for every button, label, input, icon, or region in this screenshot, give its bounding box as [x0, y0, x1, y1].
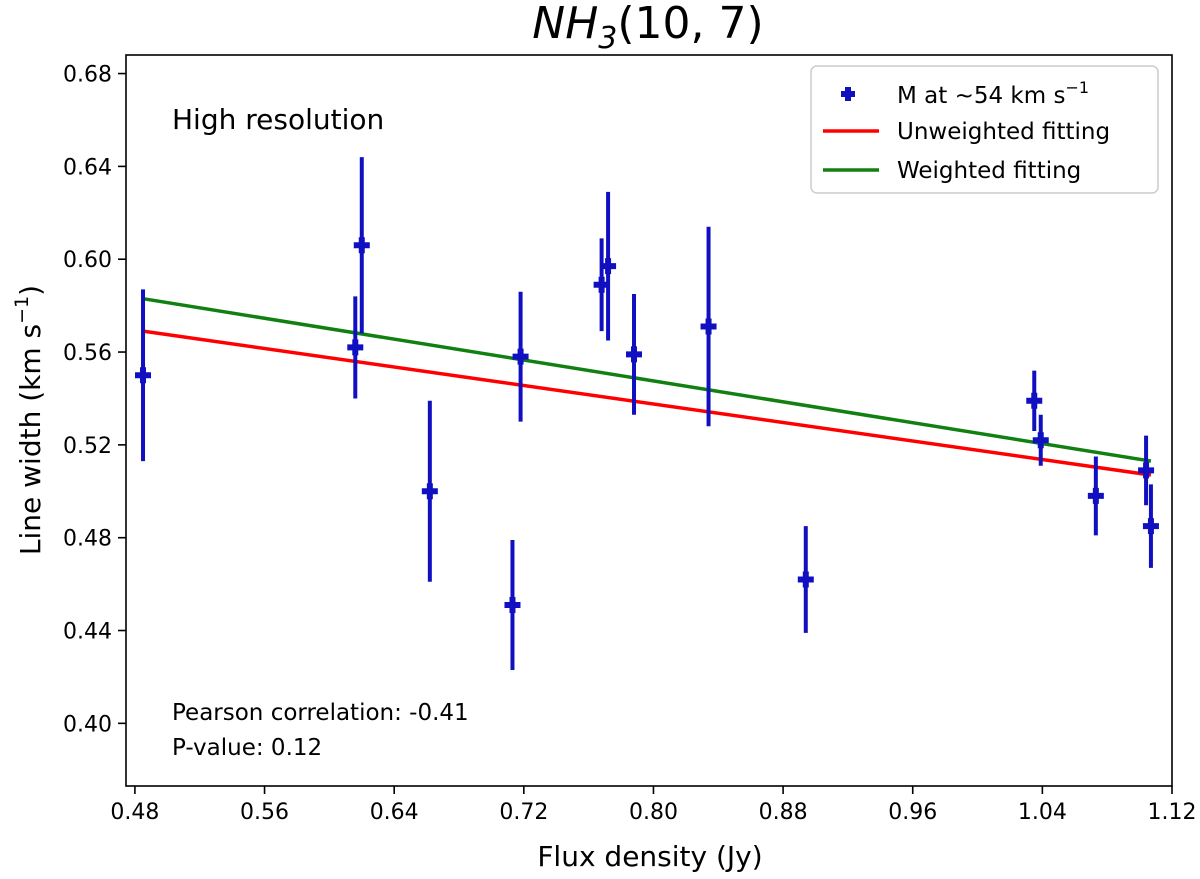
legend-marker-plus — [841, 87, 855, 101]
resolution-annotation: High resolution — [172, 103, 384, 136]
data-point — [1142, 518, 1159, 535]
x-tick-label: 0.72 — [499, 800, 548, 825]
data-point — [421, 483, 438, 500]
data-point — [593, 276, 610, 293]
x-tick-label: 0.56 — [240, 800, 289, 825]
plot-area — [125, 54, 1173, 787]
y-tick-label: 0.40 — [63, 712, 112, 737]
data-point — [504, 596, 521, 613]
y-tick-label: 0.48 — [63, 527, 112, 552]
data-point — [700, 318, 717, 335]
legend-label-unweighted: Unweighted fitting — [897, 119, 1110, 145]
chart-title-sub: 3 — [598, 21, 617, 56]
data-point — [347, 339, 364, 356]
chart-title: NH3(10, 7) — [532, 0, 763, 56]
legend: M at ~54 km s−1 Unweighted fitting Weigh… — [810, 65, 1159, 194]
x-tick-label: 0.64 — [370, 800, 419, 825]
fit-line-weighted-fitting — [142, 296, 1152, 463]
y-axis-label-sup: −1 — [11, 296, 33, 324]
data-point — [600, 258, 617, 275]
x-tick-label: 0.48 — [110, 800, 159, 825]
x-tick-label: 1.04 — [1018, 800, 1067, 825]
data-point — [1026, 392, 1043, 409]
y-axis-label: Line width (km s−1) — [11, 285, 47, 555]
y-tick-label: 0.44 — [63, 620, 112, 645]
legend-entry-weighted: Weighted fitting — [823, 158, 1081, 184]
x-tick-label: 0.96 — [888, 800, 937, 825]
y-axis-label-main: Line width (km s — [14, 324, 47, 555]
fit-lines — [142, 296, 1152, 477]
y-tick-label: 0.60 — [63, 248, 112, 273]
data-point — [353, 237, 370, 254]
p-value: P-value: 0.12 — [172, 735, 322, 761]
y-axis-label-close: ) — [14, 285, 47, 296]
data-point — [135, 367, 152, 384]
y-tick-label: 0.68 — [63, 63, 112, 88]
legend-label-series: M at ~54 km s−1 — [897, 78, 1089, 109]
chart-title-rest: (10, 7) — [617, 0, 763, 49]
y-tick-label: 0.64 — [63, 155, 112, 180]
data-point — [797, 571, 814, 588]
legend-entry-series: M at ~54 km s−1 — [841, 78, 1089, 109]
legend-entry-unweighted: Unweighted fitting — [823, 119, 1110, 145]
data-point — [1087, 487, 1104, 504]
y-tick-label: 0.56 — [63, 341, 112, 366]
x-tick-label: 0.88 — [759, 800, 808, 825]
data-point — [1138, 462, 1155, 479]
x-tick-label: 1.12 — [1148, 800, 1197, 825]
data-point — [626, 346, 643, 363]
fit-line-unweighted-fitting — [142, 329, 1152, 477]
x-axis-ticks: 0.48 0.56 0.64 0.72 0.80 0.88 0.96 1.04 1.12 — [110, 786, 1196, 825]
y-tick-label: 0.52 — [63, 434, 112, 459]
chart-title-base: NH — [532, 0, 598, 49]
data-point — [1032, 432, 1049, 449]
error-bars — [141, 157, 1153, 670]
x-axis-label: Flux density (Jy) — [537, 840, 762, 873]
data-markers — [135, 237, 1159, 613]
data-point — [512, 348, 529, 365]
legend-box — [810, 65, 1159, 194]
x-tick-label: 0.80 — [629, 800, 678, 825]
y-axis-ticks: 0.40 0.44 0.48 0.52 0.56 0.60 0.64 0.68 — [63, 63, 126, 737]
pearson-correlation: Pearson correlation: -0.41 — [172, 700, 469, 726]
legend-label-weighted: Weighted fitting — [897, 158, 1081, 184]
